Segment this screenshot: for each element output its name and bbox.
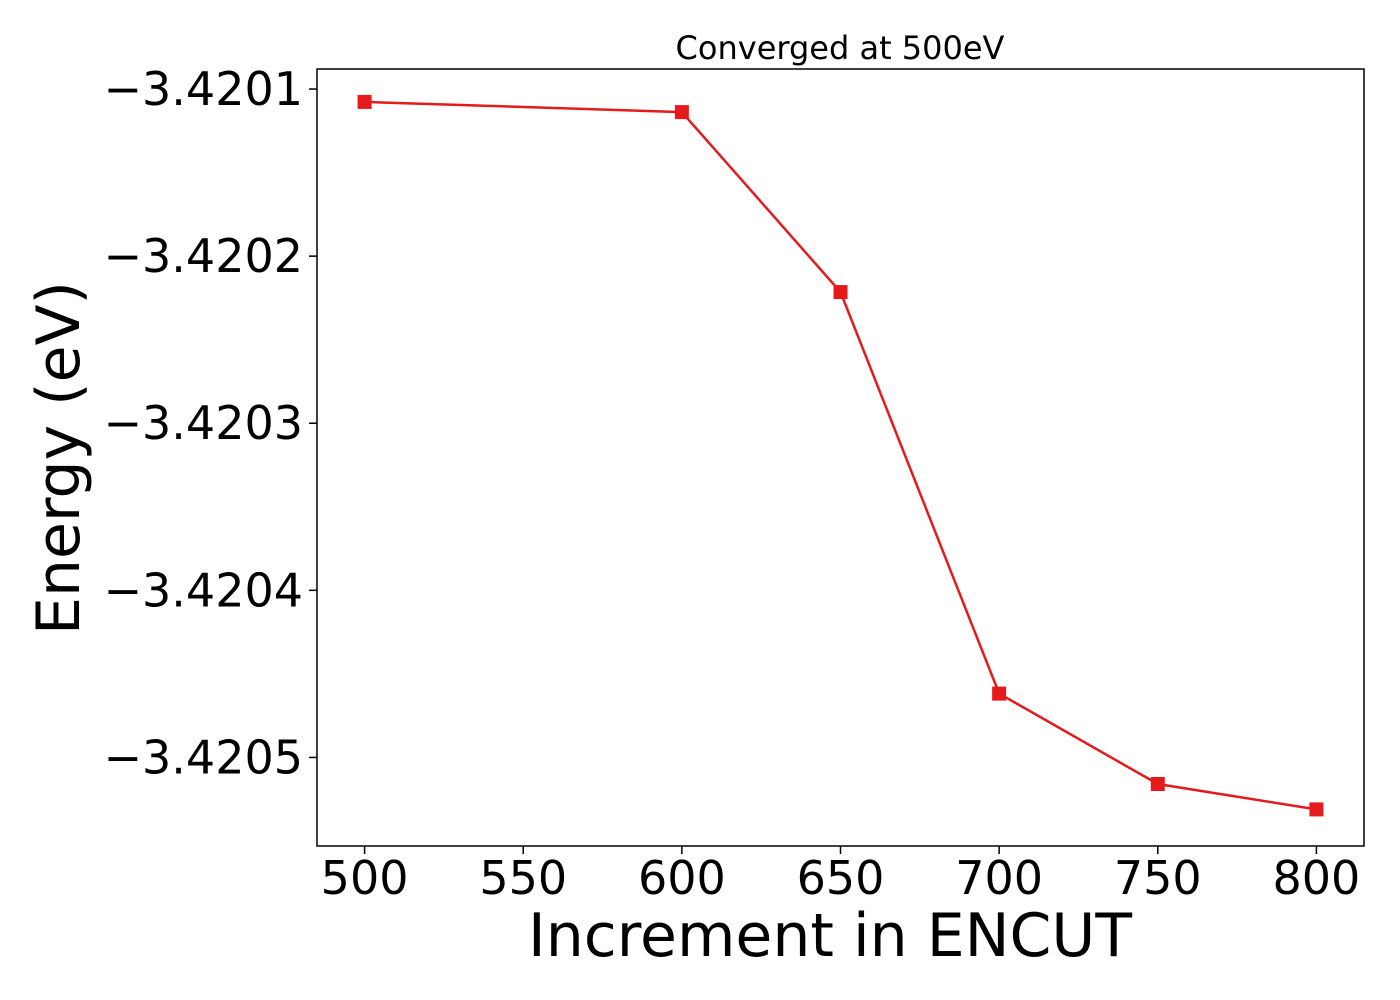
x-tick-label: 500 (321, 851, 409, 905)
y-axis: −3.4201 −3.4202 −3.4203 −3.4204 −3.4205 (104, 62, 317, 784)
x-tick-label: 750 (1114, 851, 1202, 905)
data-point (992, 686, 1007, 701)
x-tick-label: 550 (479, 851, 567, 905)
data-point (1309, 802, 1324, 817)
data-point (357, 94, 372, 109)
x-tick-label: 600 (638, 851, 726, 905)
x-tick-label: 650 (797, 851, 885, 905)
series-line (364, 100, 1317, 811)
y-tick-label: −3.4201 (104, 62, 304, 116)
chart-title: Converged at 500eV (676, 29, 1005, 67)
data-point (833, 285, 848, 300)
data-point (1150, 777, 1165, 792)
x-axis-label: Increment in ENCUT (528, 901, 1132, 971)
y-axis-label: Energy (eV) (24, 281, 94, 635)
y-tick-label: −3.4202 (104, 229, 304, 283)
x-axis: 500 550 600 650 700 750 800 (321, 846, 1361, 905)
plot-frame (316, 68, 1365, 847)
y-tick-label: −3.4204 (104, 563, 304, 617)
y-tick-label: −3.4205 (104, 730, 304, 784)
plot-area (357, 94, 1324, 817)
x-tick-label: 800 (1273, 851, 1361, 905)
y-tick-label: −3.4203 (104, 396, 304, 450)
x-tick-label: 700 (955, 851, 1043, 905)
data-point (674, 105, 689, 120)
